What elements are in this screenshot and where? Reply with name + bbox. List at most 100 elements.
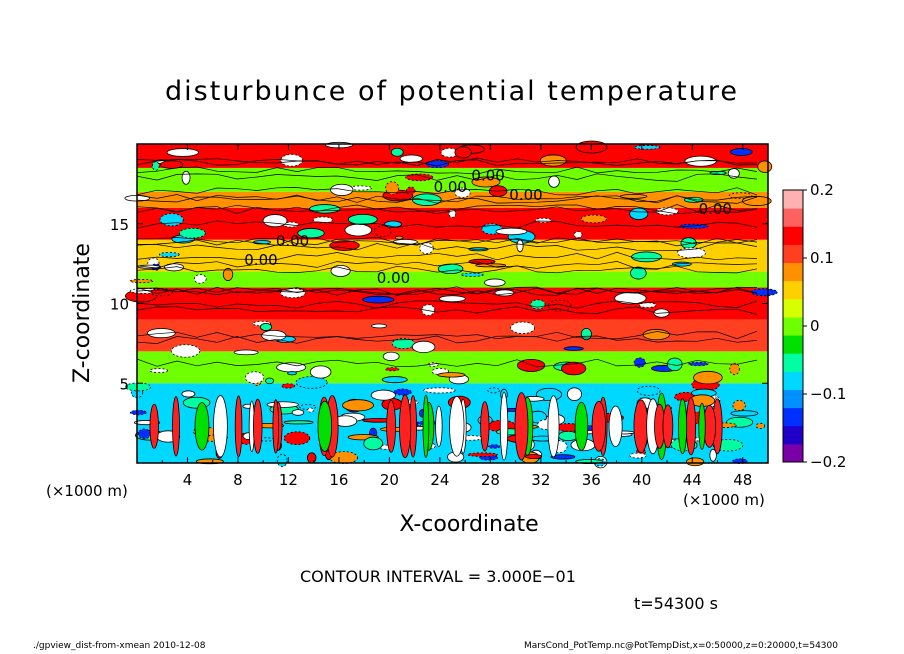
contour-blob: [547, 299, 572, 312]
contour-blob: [405, 173, 434, 182]
contour-line: [136, 173, 758, 182]
contour-blob: [262, 214, 288, 228]
footer-right: MarsCond_PotTemp.nc@PotTempDist,x=0:5000…: [524, 641, 838, 651]
contour-blob: [329, 240, 360, 251]
convection-cell: [662, 404, 674, 449]
colorbar-label: 0.2: [810, 181, 834, 199]
contour-line: [136, 306, 758, 315]
contour-blob: [287, 371, 297, 376]
x-tick-label-12: 12: [279, 471, 298, 489]
convection-cell: [499, 392, 509, 461]
y-tick-label-5: 5: [119, 375, 129, 393]
contour-blob: [347, 213, 378, 225]
convection-cell: [608, 405, 623, 448]
colorbar-label: −0.2: [810, 453, 846, 471]
contour-line: [136, 237, 758, 246]
contour-blob: [385, 367, 400, 372]
contour-blob: [158, 252, 180, 258]
contour-line: [136, 242, 758, 251]
contour-blob: [550, 454, 576, 460]
contour-blob: [179, 227, 206, 239]
contour-blob: [566, 387, 582, 401]
colorbar-swatch: [783, 226, 803, 245]
contour-line: [136, 220, 758, 229]
contour-blob: [137, 428, 151, 440]
contour-blob: [181, 170, 191, 185]
x-tick-label-36: 36: [582, 471, 601, 489]
contour-blob: [309, 365, 332, 379]
contour-blob: [393, 388, 412, 396]
colorbar-swatch: [783, 389, 803, 409]
contour-blob: [516, 239, 524, 253]
contour-blob: [636, 385, 661, 396]
chart-title: disturbunce of potential temperature: [165, 76, 739, 107]
convection-cell: [272, 399, 280, 454]
convection-cell: [172, 396, 180, 457]
contour-blob: [755, 422, 766, 429]
contour-blob: [307, 407, 315, 413]
colorbar-swatch: [783, 190, 803, 209]
x-tick-label-32: 32: [531, 471, 550, 489]
contour-blob: [373, 225, 392, 238]
convection-cell: [213, 395, 228, 458]
convection-cell: [633, 399, 649, 454]
contour-blob: [283, 431, 311, 446]
contour-blob: [629, 207, 649, 220]
contour-blob: [291, 409, 305, 416]
y-tick-label-15: 15: [110, 216, 129, 234]
contour-blob: [295, 376, 328, 389]
contour-blob: [580, 327, 592, 341]
contour-blob: [193, 274, 207, 284]
x-unit-left: (×1000 m): [46, 482, 128, 500]
contour-line: [136, 206, 758, 215]
contour-blob: [495, 227, 528, 236]
contour-blob: [548, 175, 560, 188]
convection-cell: [194, 402, 210, 451]
convection-cell: [514, 392, 529, 461]
x-tick-label-20: 20: [380, 471, 399, 489]
contour-label-2: 0.00: [509, 186, 542, 204]
contour-blob: [129, 278, 154, 284]
contour-blob: [530, 299, 546, 310]
contour-blob: [394, 235, 404, 240]
y-axis-label: Z-coordinate: [70, 243, 95, 383]
convection-cell: [685, 397, 697, 456]
contour-line: [136, 187, 758, 196]
contour-blob: [423, 387, 456, 394]
contour-blob: [730, 410, 759, 417]
convection-cell: [149, 403, 159, 449]
contour-blob: [151, 161, 160, 171]
contour-blob: [494, 289, 515, 297]
contour-blob: [534, 217, 553, 223]
contour-blob: [348, 185, 373, 191]
contour-blob: [633, 357, 646, 368]
contour-blob: [406, 186, 416, 195]
contour-blob: [150, 288, 174, 297]
footer-left: ./gpview_dist-from-xmean 2010-12-08: [33, 641, 206, 651]
convection-cell: [574, 401, 589, 451]
contour-blob: [688, 361, 709, 367]
contour-line: [136, 335, 758, 344]
contour-blob: [330, 264, 351, 277]
contour-blob: [471, 176, 501, 188]
contour-line: [136, 204, 758, 213]
contour-line: [136, 358, 758, 368]
contour-blob: [281, 383, 296, 389]
contour-blob: [421, 304, 436, 316]
contour-line: [136, 300, 758, 309]
contour-blob: [411, 340, 436, 354]
x-tick-label-24: 24: [430, 471, 449, 489]
contour-line: [136, 330, 758, 340]
contour-blob: [160, 160, 184, 169]
contour-label-1: 0.00: [434, 178, 467, 196]
contour-label-4: 0.00: [244, 251, 277, 269]
colorbar-swatch: [783, 425, 803, 445]
colorbar-swatch: [783, 298, 803, 318]
contour-line: [136, 166, 758, 175]
contour-blob: [630, 266, 647, 280]
contour-blob: [684, 155, 717, 167]
x-tick-label-16: 16: [329, 471, 348, 489]
contour-label-3: 0.00: [699, 200, 732, 218]
contour-blob: [729, 362, 740, 376]
